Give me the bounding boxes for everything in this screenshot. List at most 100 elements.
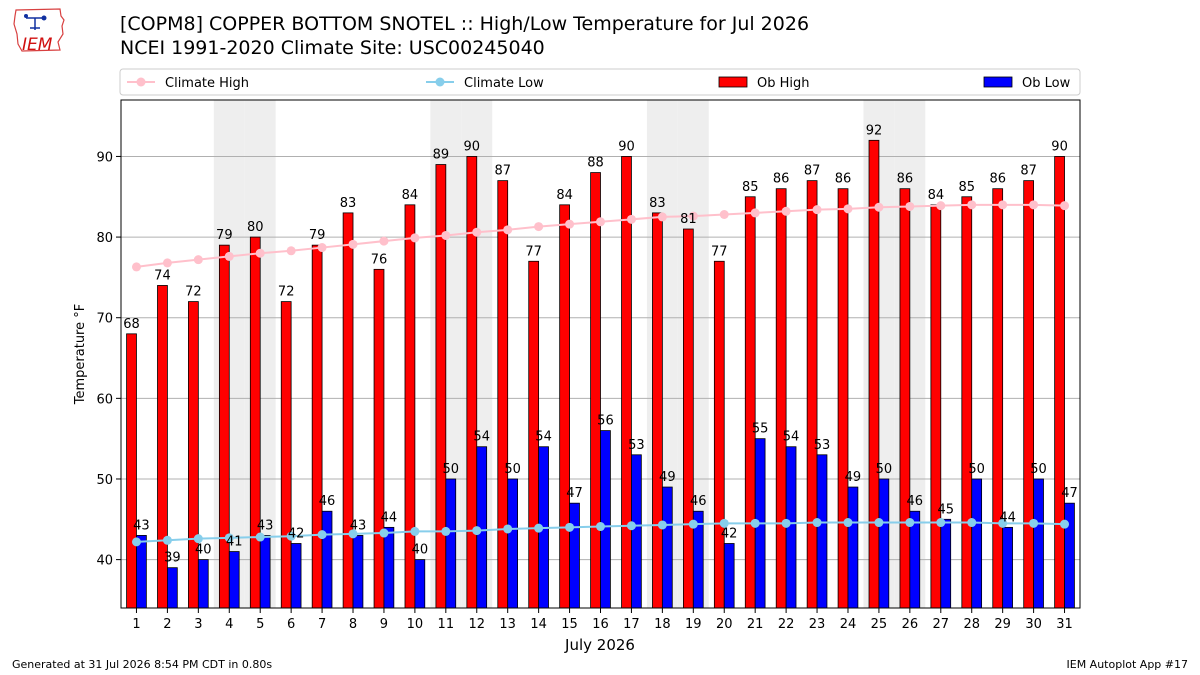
ob-low-label-27: 45 <box>937 502 954 517</box>
x-tick-label-18: 18 <box>654 617 671 632</box>
ob-high-label-22: 86 <box>773 172 790 187</box>
ob-low-bar-9 <box>383 526 395 609</box>
ob-high-label-14: 77 <box>525 244 542 259</box>
ob-high-bar-21 <box>744 196 756 609</box>
legend: Climate High Climate Low Ob High Ob Low <box>119 68 1081 96</box>
climate-low-point-1 <box>131 537 141 547</box>
ob-high-bar-15 <box>559 204 570 609</box>
ob-high-bar-12 <box>466 156 478 609</box>
climate-low-legend-label: Climate Low <box>464 76 544 91</box>
x-tick-label-27: 27 <box>933 617 950 632</box>
ob-high-label-17: 90 <box>618 139 635 154</box>
ob-low-bar-7 <box>321 510 333 609</box>
ob-high-label-5: 80 <box>247 220 264 235</box>
ob-high-bar-4 <box>218 244 230 609</box>
ob-low-label-5: 43 <box>257 518 274 533</box>
x-tick-label-9: 9 <box>380 617 388 632</box>
x-tick-label-14: 14 <box>530 617 547 632</box>
climate-low-point-29 <box>998 518 1008 528</box>
ob-low-label-2: 39 <box>164 551 181 566</box>
climate-low-point-13 <box>503 524 513 534</box>
ob-high-bar-3 <box>188 301 199 609</box>
ob-high-label-19: 81 <box>680 212 697 227</box>
ob-high-label-26: 86 <box>897 172 914 187</box>
ob-high-label-12: 90 <box>464 139 481 154</box>
climate-high-point-25 <box>874 202 884 212</box>
ob-high-bar-8 <box>342 212 354 609</box>
climate-low-point-5 <box>255 532 265 542</box>
ob-high-label-2: 74 <box>154 268 171 283</box>
x-tick-label-1: 1 <box>132 617 140 632</box>
chart-title-block: [COPM8] COPPER BOTTOM SNOTEL :: High/Low… <box>120 12 809 60</box>
ob-high-bar-29 <box>992 188 1004 609</box>
climate-low-point-24 <box>843 518 853 528</box>
ob-low-bar-31 <box>1064 502 1075 609</box>
climate-high-point-6 <box>286 246 296 256</box>
ob-low-label-8: 43 <box>350 518 367 533</box>
y-tick-label-60: 60 <box>96 392 113 407</box>
ob-low-bar-17 <box>631 454 642 609</box>
ob-high-label-27: 84 <box>928 188 945 203</box>
ob-high-bar-17 <box>621 156 632 609</box>
ob-low-label-9: 44 <box>381 510 398 525</box>
ob-low-bar-20 <box>723 543 735 609</box>
ob-high-label-6: 72 <box>278 285 295 300</box>
ob-high-bar-24 <box>837 188 849 609</box>
ob-high-legend-label: Ob High <box>757 76 810 91</box>
ob-high-label-7: 79 <box>309 228 326 243</box>
climate-high-point-23 <box>812 205 822 215</box>
climate-high-legend-label: Climate High <box>165 76 249 91</box>
climate-low-point-11 <box>441 526 451 536</box>
ob-low-label-20: 42 <box>721 526 738 541</box>
ob-high-label-29: 86 <box>989 172 1006 187</box>
ob-high-bar-20 <box>713 260 725 609</box>
climate-high-point-20 <box>719 210 729 220</box>
climate-low-point-15 <box>565 522 575 532</box>
climate-high-point-8 <box>348 239 358 249</box>
climate-high-point-10 <box>410 233 420 243</box>
climate-low-point-25 <box>874 518 884 528</box>
ob-low-label-21: 55 <box>752 422 769 437</box>
climate-high-point-5 <box>255 248 265 258</box>
ob-low-label-12: 54 <box>473 430 490 445</box>
climate-high-point-12 <box>472 227 482 237</box>
climate-low-point-23 <box>812 518 822 528</box>
ob-high-label-24: 86 <box>835 172 852 187</box>
climate-high-point-7 <box>317 243 327 253</box>
climate-low-point-30 <box>1029 518 1039 528</box>
ob-high-bar-1 <box>126 333 137 609</box>
ob-low-bar-5 <box>259 535 271 609</box>
climate-high-point-28 <box>967 200 977 210</box>
y-tick-label-80: 80 <box>96 231 113 246</box>
ob-high-label-28: 85 <box>959 180 976 195</box>
ob-high-bar-27 <box>930 204 942 609</box>
ob-low-bar-18 <box>661 486 673 609</box>
x-tick-label-31: 31 <box>1056 617 1073 632</box>
ob-low-bar-13 <box>507 478 518 609</box>
ob-low-label-28: 50 <box>968 462 985 477</box>
climate-high-point-29 <box>998 200 1008 210</box>
x-tick-label-19: 19 <box>685 617 702 632</box>
climate-high-point-30 <box>1029 200 1039 210</box>
ob-high-bar-5 <box>249 236 261 609</box>
ob-high-legend-swatch <box>718 76 748 88</box>
climate-high-point-9 <box>379 236 389 246</box>
ob-low-label-24: 49 <box>845 470 862 485</box>
logo-text: IEM <box>22 35 53 55</box>
ob-high-bar-22 <box>775 188 787 609</box>
climate-high-point-11 <box>441 230 451 240</box>
ob-low-label-11: 50 <box>442 462 459 477</box>
climate-low-point-27 <box>936 518 946 528</box>
ob-low-bar-11 <box>445 478 457 609</box>
x-tick-label-12: 12 <box>468 617 485 632</box>
climate-high-point-15 <box>565 219 575 229</box>
x-tick-label-26: 26 <box>902 617 919 632</box>
ob-high-bar-23 <box>806 180 818 609</box>
ob-low-label-7: 46 <box>319 494 336 509</box>
iowa-state-outline-icon: IEM <box>13 8 65 55</box>
ob-high-bar-11 <box>435 164 447 609</box>
climate-low-point-3 <box>193 534 203 544</box>
y-tick-label-90: 90 <box>96 150 113 165</box>
x-tick-label-21: 21 <box>747 617 764 632</box>
ob-low-bar-25 <box>878 478 890 609</box>
